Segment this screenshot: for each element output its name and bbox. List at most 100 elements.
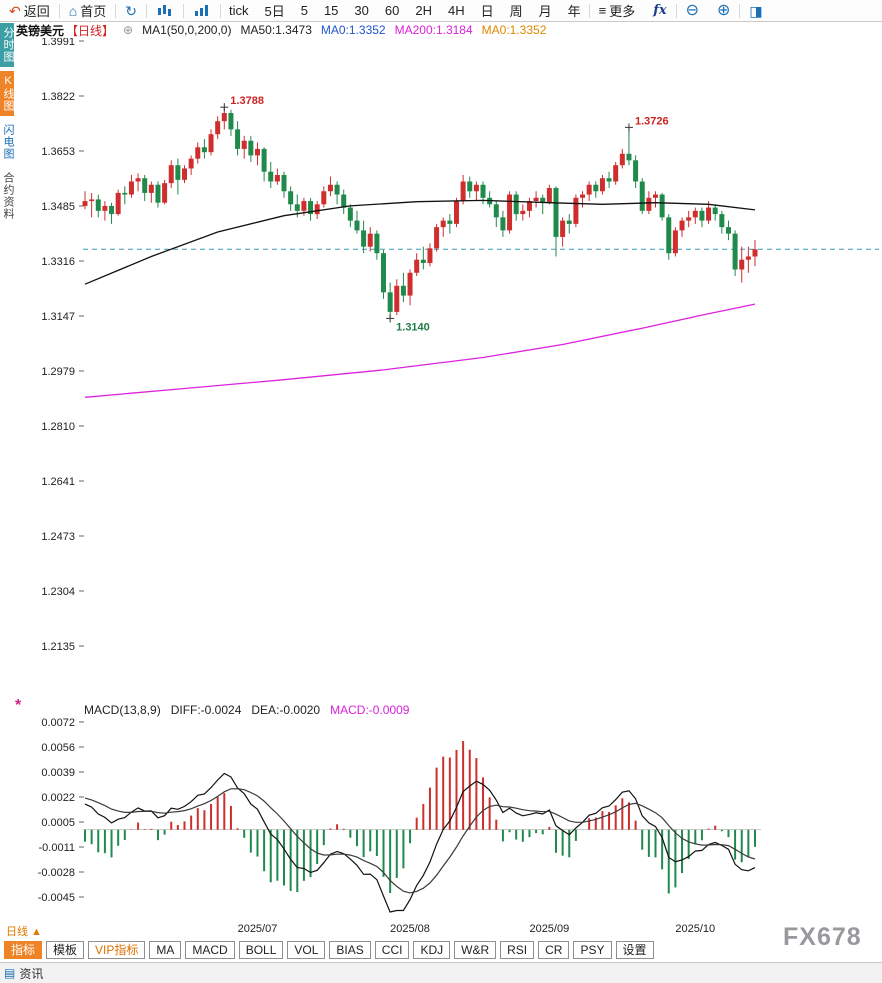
main-y-axis: 1.3991 1.3822 1.3653 1.3485 1.3316 1.3147 1.29… [41,38,84,653]
macd-diff-value: DIFF:-0.0024 [170,703,242,717]
period-button-day[interactable]: 日 [480,4,494,19]
tab-cci[interactable]: CCI [374,940,410,959]
fx-button[interactable]: fx [644,0,675,21]
period-button-4h[interactable]: 4H [447,3,465,18]
period-button-60m[interactable]: 60 [384,3,400,18]
zoom-in-icon: ⊕ [717,1,731,19]
tab-macd[interactable]: MACD [185,940,235,959]
svg-text:1.3653: 1.3653 [41,146,75,158]
zoom-in-button[interactable]: ⊕ [708,0,739,21]
svg-text:1.3726: 1.3726 [635,115,669,127]
toolbar-separator [115,3,117,18]
home-label: 首页 [80,4,107,19]
refresh-button[interactable]: ↻ [116,0,146,21]
chart-type-sidebar: 分时图 K线图闪电图合约资料 [0,23,14,224]
ma-group-label: MA1(50,0,200,0) [142,23,232,37]
svg-text:0.0056: 0.0056 [41,742,75,754]
back-icon: ↶ [9,2,21,19]
svg-text:1.2135: 1.2135 [41,641,75,653]
period-button-5m[interactable]: 5 [300,3,308,18]
tab-vol[interactable]: VOL [287,940,326,959]
period-button-year[interactable]: 年 [567,4,581,19]
tab-boll[interactable]: BOLL [238,940,284,959]
period-button-2h[interactable]: 2H [415,3,432,18]
x-axis: 日线 ▲ 2025/07 2025/08 2025/09 2025/10 [0,920,882,938]
toolbar-separator [588,3,590,18]
svg-text:1.2304: 1.2304 [41,586,75,598]
toolbar-separator [739,3,741,18]
indicator-settings-icon[interactable]: * [15,697,22,714]
top-toolbar: ↶ 返回 ⌂ 首页 ↻ tick 5日 5 15 30 60 2H 4H 日周月年 ≡ [0,0,882,22]
tab-cr[interactable]: CR [538,940,570,959]
fx-label: fx [653,3,667,18]
period-button-5d[interactable]: 5日 [264,4,285,19]
add-indicator-icon[interactable]: ⊕ [123,23,134,37]
toolbar-separator [58,3,60,18]
price-annotation: 1.3726 [624,115,669,132]
x-axis-label: 2025/10 [675,923,716,935]
panel-icon: ◨ [749,2,763,19]
period-button-tick[interactable]: tick [228,3,249,18]
tab-wr[interactable]: W&R [454,940,497,959]
menu-icon: ≡ [598,3,607,18]
macd-header: MACD(13,8,9) DIFF:-0.0024 DEA:-0.0020 MA… [84,703,409,717]
macd-y-axis: 0.0072 0.0056 0.0039 0.0022 0.0005 -0.0011 -0.… [38,717,84,904]
candlestick-chart-button[interactable] [147,0,183,21]
svg-text:0.0005: 0.0005 [41,817,75,829]
period-button-15m[interactable]: 15 [323,3,339,18]
sidebar-item-time-chart[interactable]: 分时图 [0,23,14,67]
svg-text:0.0072: 0.0072 [41,717,75,729]
news-tab[interactable]: 资讯 [19,966,44,981]
panel-toggle-button[interactable]: ◨ [740,0,771,21]
zoom-out-button[interactable]: ⊖ [677,0,708,21]
status-bar: ▤ 资讯 [0,962,882,983]
tab-indicator[interactable]: 指标 [4,940,43,959]
tab-ma[interactable]: MA [149,940,182,959]
x-axis-label: 2025/07 [237,923,278,935]
period-badge: 【日线】 [66,23,115,38]
period-button-30m[interactable]: 30 [354,3,369,18]
candles-layer [82,107,758,319]
symbol-name: 英镑美元 [16,23,65,38]
macd-histogram [84,740,756,894]
tab-settings[interactable]: 设置 [615,940,654,959]
back-label: 返回 [23,4,50,19]
svg-text:-0.0011: -0.0011 [39,842,76,854]
svg-text:1.2473: 1.2473 [41,531,75,543]
main-candlestick-chart[interactable]: 1.3991 1.3822 1.3653 1.3485 1.3316 1.3147 1.29… [13,38,882,700]
macd-title: MACD(13,8,9) [84,703,161,717]
tab-vip-indicator[interactable]: VIP指标 [88,940,146,959]
diff-line [84,772,756,913]
sidebar-item-kline-chart[interactable]: K线图 [0,71,14,116]
svg-text:1.3147: 1.3147 [41,311,75,323]
home-button[interactable]: ⌂ 首页 [60,0,115,21]
indicator-chart-button[interactable] [184,0,220,21]
toolbar-separator [182,3,184,18]
price-annotation: 1.3140 [386,314,430,333]
back-button[interactable]: ↶ 返回 [0,0,59,21]
ma50-value: MA50:1.3473 [240,23,312,37]
tab-template[interactable]: 模板 [46,940,85,959]
tab-kdj[interactable]: KDJ [413,940,451,959]
macd-chart[interactable]: 0.0072 0.0056 0.0039 0.0022 0.0005 -0.0011 -0.… [13,715,882,920]
svg-text:1.3140: 1.3140 [396,321,430,333]
more-button[interactable]: ≡ 更多 [590,0,645,21]
svg-text:1.3991: 1.3991 [41,38,75,48]
tab-rsi[interactable]: RSI [500,940,535,959]
period-dropdown[interactable]: 日线 ▲ [6,926,42,938]
period-button-month[interactable]: 月 [538,4,552,19]
tab-psy[interactable]: PSY [573,940,612,959]
svg-text:0.0039: 0.0039 [41,767,75,779]
sidebar-item-lightning-chart[interactable]: 闪电图 [2,124,14,160]
svg-text:0.0022: 0.0022 [41,792,75,804]
svg-text:1.2641: 1.2641 [41,476,75,488]
ma0-value-orange: MA0:1.3352 [481,23,547,37]
period-button-week[interactable]: 周 [509,4,523,19]
tab-bias[interactable]: BIAS [329,940,371,959]
bar-chart-icon [193,4,211,17]
ma0-value-blue: MA0:1.3352 [320,23,386,37]
svg-text:-0.0028: -0.0028 [38,867,75,879]
sidebar-item-contract-info[interactable]: 合约资料 [2,172,14,220]
ma200-line [84,303,756,398]
